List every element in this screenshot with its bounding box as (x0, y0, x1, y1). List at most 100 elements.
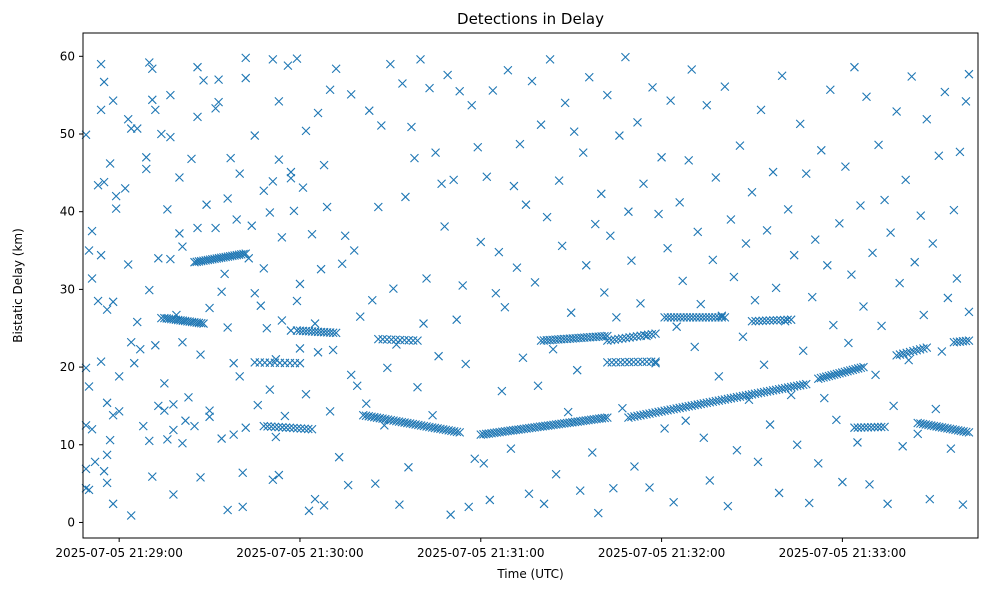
detection-marker (340, 231, 350, 241)
track-detection-marker (600, 331, 609, 341)
detection-marker (672, 322, 682, 332)
track-detection-marker (682, 312, 692, 322)
detection-marker (105, 435, 115, 445)
x-tick-label: 2025-07-05 21:32:00 (598, 546, 725, 560)
track-detection-marker (717, 312, 727, 322)
track-detection-marker (948, 425, 958, 434)
detection-marker (428, 410, 437, 420)
detection-marker (407, 122, 416, 132)
detection-marker (732, 445, 742, 455)
detection-marker (560, 98, 570, 108)
track-detection-marker (455, 427, 465, 437)
detection-marker (825, 85, 835, 95)
track-detection-marker (853, 423, 863, 432)
detection-marker (599, 288, 609, 297)
track-detection-marker (912, 345, 922, 355)
detection-marker (533, 381, 543, 391)
track-detection-marker (602, 336, 612, 346)
detection-marker (850, 62, 859, 72)
detection-marker (431, 148, 440, 158)
detection-marker (425, 83, 434, 93)
track-detection-marker (386, 415, 396, 425)
detection-marker (768, 167, 778, 177)
detection-marker (102, 450, 112, 460)
detection-marker (205, 303, 214, 313)
track-detection-marker (801, 379, 811, 389)
track-detection-marker (953, 425, 963, 435)
detection-marker (602, 90, 612, 100)
track-detection-marker (710, 312, 720, 322)
detection-marker (147, 95, 157, 105)
track-detection-marker (951, 425, 960, 435)
detection-marker (108, 96, 118, 105)
detection-marker (853, 438, 862, 447)
track-detection-marker (375, 413, 385, 423)
track-detection-marker (937, 423, 947, 432)
detection-marker (491, 288, 501, 298)
track-detection-marker (816, 373, 826, 383)
detection-marker (132, 317, 142, 327)
detection-marker (211, 103, 220, 113)
track-detection-marker (859, 362, 868, 372)
detection-marker (868, 248, 877, 258)
detection-marker (497, 386, 507, 396)
track-detection-marker (447, 426, 456, 436)
detection-marker (744, 395, 754, 405)
detection-marker (663, 243, 673, 253)
track-detection-marker (772, 315, 782, 325)
detection-marker (262, 323, 272, 333)
detection-marker (126, 511, 136, 520)
detection-marker (241, 73, 251, 83)
detection-marker (847, 270, 856, 280)
detection-marker (961, 96, 971, 106)
detection-marker (596, 189, 606, 199)
track-detection-marker (856, 423, 866, 432)
detection-marker (126, 337, 136, 347)
detection-marker (96, 250, 106, 260)
detection-marker (750, 295, 760, 305)
detection-marker (96, 357, 106, 367)
detection-marker (159, 379, 169, 388)
y-tick-label: 20 (60, 360, 75, 374)
detection-marker (259, 264, 269, 273)
track-detection-marker (651, 357, 660, 367)
detection-marker (645, 483, 654, 492)
detection-marker (572, 365, 582, 375)
track-detection-marker (880, 422, 889, 432)
detection-marker (343, 480, 353, 490)
detection-marker (244, 253, 254, 263)
detection-marker (304, 506, 314, 516)
track-detection-marker (943, 424, 952, 433)
detection-marker (548, 344, 558, 354)
track-detection-marker (698, 312, 708, 322)
detection-marker (138, 421, 148, 431)
detection-marker (413, 382, 422, 392)
detection-marker (166, 254, 175, 264)
detection-marker (494, 247, 504, 257)
detection-marker (322, 202, 332, 212)
track-detection-marker (961, 336, 971, 346)
detection-marker (741, 239, 751, 248)
x-tick-label: 2025-07-05 21:33:00 (779, 546, 906, 560)
detection-marker (87, 424, 97, 434)
detection-marker (274, 96, 284, 106)
detection-marker (913, 429, 923, 439)
track-detection-marker (331, 328, 341, 338)
detection-marker (901, 175, 911, 185)
detection-marker (798, 346, 808, 356)
track-detection-marker (956, 426, 966, 436)
detection-marker (93, 296, 103, 306)
detection-marker (639, 179, 648, 189)
detection-marker (416, 55, 425, 64)
track-detection-marker (853, 364, 863, 373)
track-detection-marker (924, 420, 933, 430)
detection-marker (621, 52, 630, 62)
detection-marker (250, 288, 260, 298)
track-detection-marker (438, 425, 448, 434)
detection-marker (801, 169, 811, 179)
y-tick-label: 60 (60, 49, 75, 63)
track-detection-marker (798, 380, 808, 390)
track-detection-marker (707, 312, 717, 322)
track-detection-marker (832, 369, 842, 379)
